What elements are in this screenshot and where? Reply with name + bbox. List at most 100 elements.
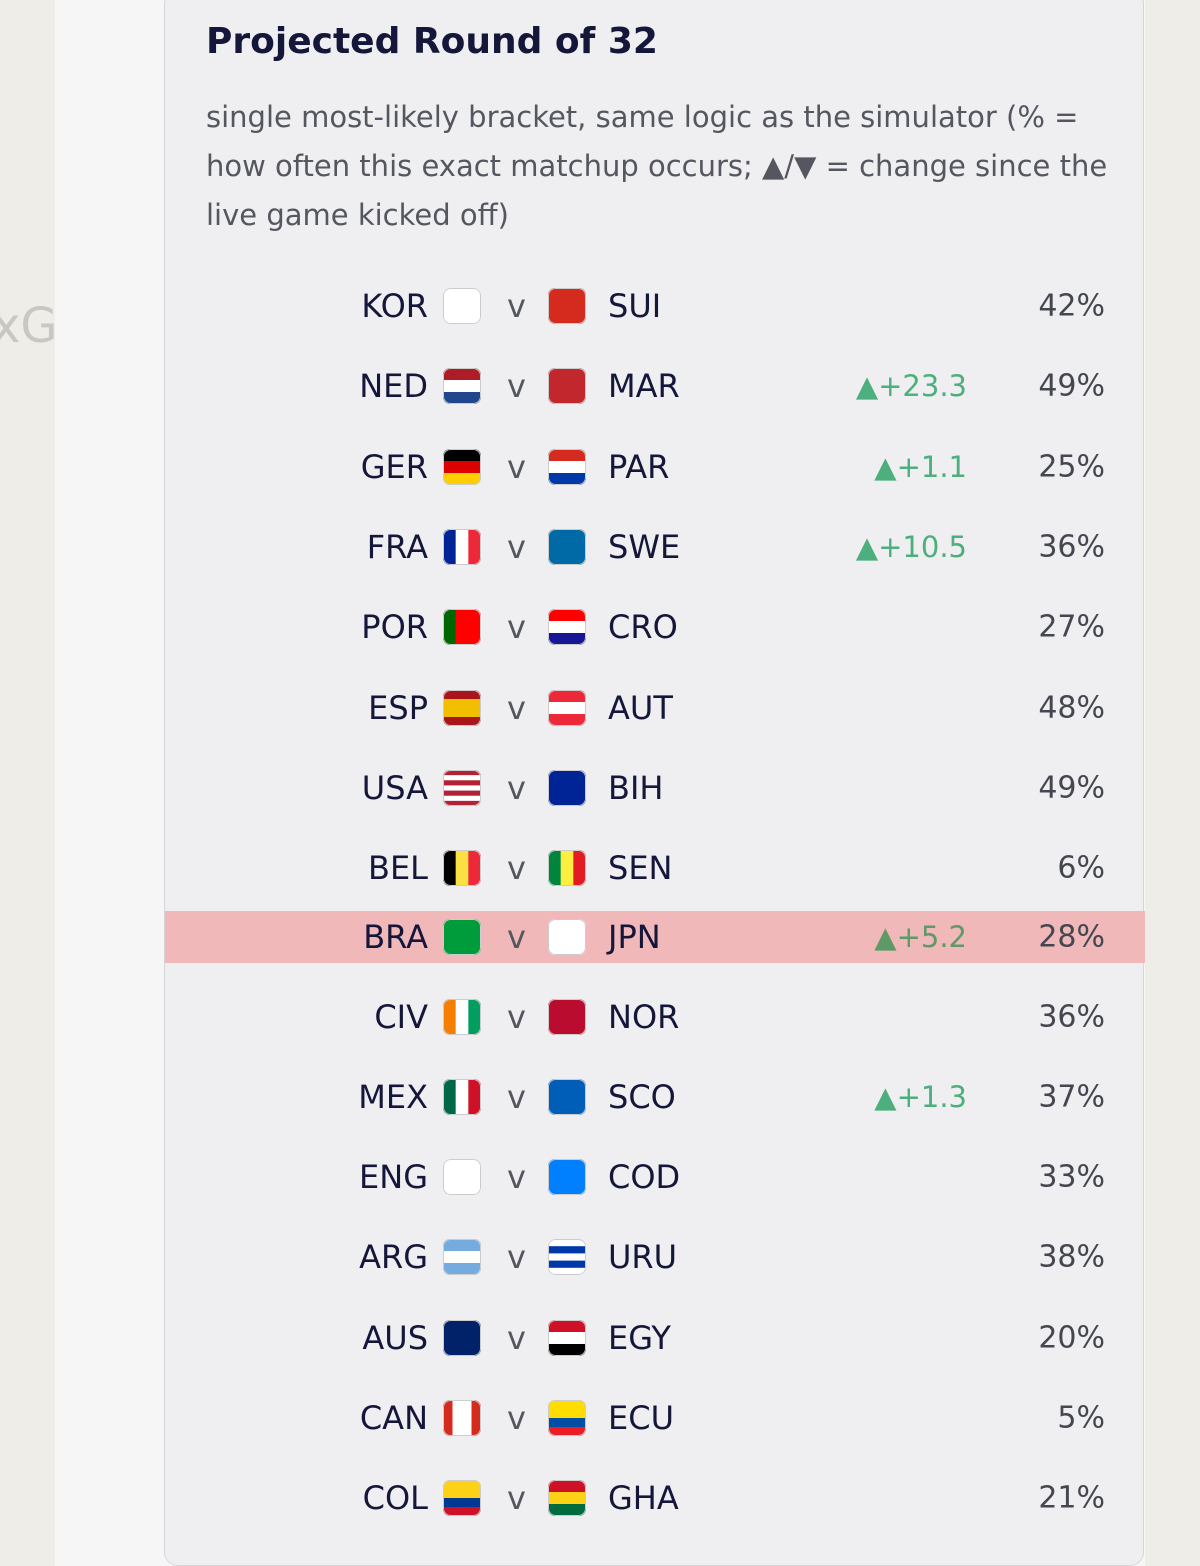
flag-icon: [548, 529, 586, 566]
away-team: SUI: [608, 287, 662, 326]
versus: v: [507, 608, 526, 647]
flag-icon: [443, 609, 481, 646]
change: ▲+5.2: [874, 920, 967, 955]
versus: v: [507, 849, 526, 888]
flag-icon: [548, 609, 586, 646]
flag-icon: [443, 919, 481, 956]
versus: v: [507, 447, 526, 486]
title: Projected Round of 32: [206, 21, 658, 62]
versus: v: [507, 287, 526, 326]
home-team: NED: [359, 367, 428, 406]
matchup-row: ARG v URU 38%: [165, 1217, 1145, 1297]
background-label: xG: [0, 298, 58, 354]
matchup-row: KOR v SUI 42%: [165, 266, 1145, 346]
away-team: SEN: [608, 849, 673, 888]
home-team: ESP: [368, 688, 428, 727]
flag-icon: [548, 1239, 586, 1276]
versus: v: [507, 1077, 526, 1116]
matchup-row-highlighted: BRA v JPN ▲+5.2 28%: [165, 911, 1145, 964]
away-team: SWE: [608, 528, 681, 567]
flag-icon: [548, 1159, 586, 1196]
probability: 27%: [1038, 609, 1105, 645]
change: ▲+10.5: [855, 530, 967, 565]
matchup-row: GER v PAR ▲+1.1 25%: [165, 427, 1145, 507]
panel: Projected Round of 32 single most-likely…: [55, 0, 1145, 1566]
matchup-row: COL v GHA 21%: [165, 1458, 1145, 1538]
flag-icon: [443, 529, 481, 566]
home-team: CIV: [374, 997, 428, 1036]
flag-icon: [548, 1319, 586, 1356]
matchup-row: ENG v COD 33%: [165, 1137, 1145, 1217]
versus: v: [507, 528, 526, 567]
home-team: ENG: [359, 1158, 428, 1197]
versus: v: [507, 1318, 526, 1357]
away-team: URU: [608, 1238, 678, 1277]
flag-icon: [548, 1480, 586, 1517]
subtitle: single most-likely bracket, same logic a…: [206, 100, 1108, 232]
home-team: COL: [362, 1479, 428, 1518]
away-team: BIH: [608, 768, 664, 807]
home-team: BRA: [363, 918, 428, 957]
matchup-row: CAN v ECU 5%: [165, 1378, 1145, 1458]
versus: v: [507, 918, 526, 957]
away-team: JPN: [608, 918, 661, 957]
versus: v: [507, 997, 526, 1036]
probability: 37%: [1038, 1079, 1105, 1115]
flag-icon: [548, 850, 586, 887]
home-team: MEX: [358, 1077, 428, 1116]
home-team: POR: [361, 608, 428, 647]
flag-icon: [548, 368, 586, 405]
away-team: GHA: [608, 1479, 679, 1518]
away-team: PAR: [608, 447, 670, 486]
card: Projected Round of 32 single most-likely…: [164, 0, 1145, 1566]
away-team: AUT: [608, 688, 673, 727]
flag-icon: [548, 288, 586, 325]
flag-icon: [443, 1159, 481, 1196]
probability: 28%: [1038, 919, 1105, 955]
change: ▲+1.1: [874, 449, 967, 484]
away-team: MAR: [608, 367, 680, 406]
versus: v: [507, 1238, 526, 1277]
versus: v: [507, 1399, 526, 1437]
home-team: BEL: [368, 849, 428, 888]
matchup-row: NED v MAR ▲+23.3 49%: [165, 346, 1145, 426]
probability: 5%: [1057, 1400, 1105, 1436]
probability: 38%: [1038, 1239, 1105, 1275]
probability: 25%: [1038, 449, 1105, 485]
home-team: AUS: [362, 1318, 428, 1357]
versus: v: [507, 1479, 526, 1518]
away-team: ECU: [608, 1399, 674, 1437]
home-team: USA: [361, 768, 428, 807]
probability: 33%: [1038, 1159, 1105, 1195]
flag-icon: [443, 1239, 481, 1276]
flag-icon: [443, 1400, 481, 1436]
probability: 36%: [1038, 529, 1105, 565]
flag-icon: [443, 689, 481, 726]
matchup-row: AUS v EGY 20%: [165, 1298, 1145, 1378]
probability: 21%: [1038, 1480, 1105, 1516]
flag-icon: [548, 448, 586, 485]
probability: 48%: [1038, 690, 1105, 726]
probability: 36%: [1038, 999, 1105, 1035]
flag-icon: [443, 288, 481, 325]
matchup-row: FRA v SWE ▲+10.5 36%: [165, 507, 1145, 587]
versus: v: [507, 688, 526, 727]
home-team: FRA: [366, 528, 428, 567]
matchup-row: MEX v SCO ▲+1.3 37%: [165, 1057, 1145, 1137]
away-team: CRO: [608, 608, 678, 647]
flag-icon: [548, 919, 586, 956]
versus: v: [507, 768, 526, 807]
probability: 49%: [1038, 368, 1105, 404]
flag-icon: [443, 769, 481, 806]
flag-icon: [548, 998, 586, 1035]
matchup-row: BEL v SEN 6%: [165, 828, 1145, 908]
matchup-row: CIV v NOR 36%: [165, 976, 1145, 1056]
flag-icon: [443, 998, 481, 1035]
probability: 6%: [1057, 850, 1105, 886]
flag-icon: [548, 689, 586, 726]
flag-icon: [548, 769, 586, 806]
versus: v: [507, 1158, 526, 1197]
away-team: NOR: [608, 997, 680, 1036]
